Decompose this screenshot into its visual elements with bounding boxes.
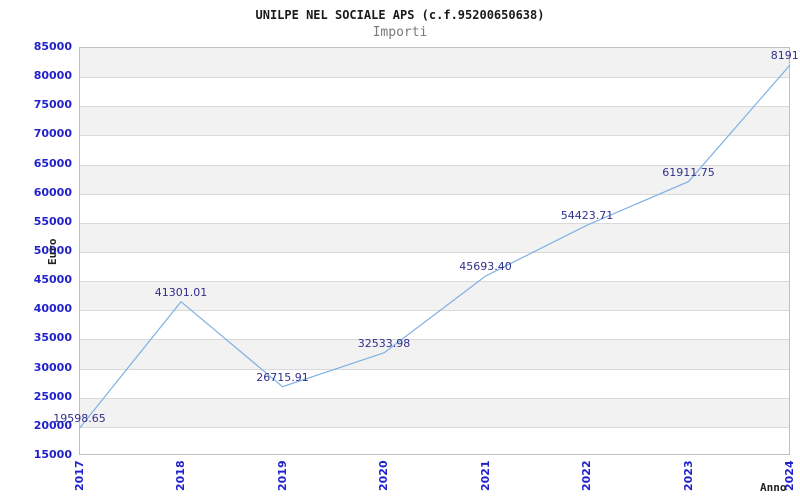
x-tick-label: 2017	[72, 460, 86, 491]
plot-band	[80, 77, 789, 107]
x-tick-label: 2019	[275, 460, 289, 491]
x-tick-label: 2022	[580, 460, 593, 491]
data-point-label: 81911.	[770, 49, 800, 62]
y-tick-label: 15000	[33, 448, 72, 461]
y-tick-label: 50000	[33, 244, 72, 257]
data-point-label: 54423.71	[560, 209, 614, 223]
y-tick-label: 25000	[33, 389, 72, 403]
gridline	[80, 281, 789, 283]
gridline	[80, 310, 789, 312]
plot-band	[80, 106, 789, 136]
x-tick-label: 2020	[377, 460, 390, 491]
y-tick-label: 30000	[33, 360, 72, 374]
x-tick-label: 2023	[681, 460, 695, 491]
gridline	[80, 106, 789, 108]
plot-band	[80, 310, 789, 340]
data-point-label: 45693.40	[459, 260, 512, 274]
gridline	[80, 77, 789, 79]
gridline	[80, 252, 789, 253]
data-point-label: 61911.75	[662, 165, 715, 179]
chart-subtitle: Importi	[372, 25, 428, 40]
y-tick-label: 20000	[33, 418, 72, 432]
y-tick-label: 75000	[33, 98, 72, 112]
data-point-label: 19598.65	[53, 412, 106, 426]
gridline	[80, 368, 789, 370]
y-axis-title: Euro	[46, 238, 59, 266]
plot-band	[80, 426, 789, 454]
chart-title: UNILPE NEL SOCIALE APS (c.f.95200650638)	[255, 8, 545, 22]
gridline	[80, 426, 789, 428]
x-axis-title: Anno	[760, 481, 787, 494]
plot-band	[80, 135, 789, 165]
y-tick-label: 65000	[33, 156, 72, 170]
plot-band	[80, 397, 789, 427]
y-tick-label: 85000	[33, 40, 72, 53]
y-tick-label: 70000	[33, 127, 72, 141]
x-tick-label: 2021	[478, 460, 492, 491]
x-tick-label: 2018	[174, 460, 187, 491]
data-point-label: 26715.91	[256, 370, 309, 384]
gridline	[80, 397, 789, 399]
y-tick-label: 80000	[33, 69, 72, 83]
y-tick-label: 60000	[33, 185, 72, 199]
data-point-label: 41301.01	[154, 285, 208, 299]
gridline	[80, 222, 789, 224]
gridline	[80, 193, 789, 195]
y-tick-label: 40000	[33, 302, 72, 316]
data-point-label: 32533.98	[357, 336, 411, 350]
y-tick-label: 35000	[33, 331, 72, 345]
gridline	[80, 135, 789, 137]
y-tick-label: 45000	[33, 273, 72, 287]
y-tick-label: 55000	[33, 214, 72, 228]
plot-band	[80, 222, 789, 252]
plot-area	[79, 47, 790, 455]
plot-band	[80, 48, 789, 78]
